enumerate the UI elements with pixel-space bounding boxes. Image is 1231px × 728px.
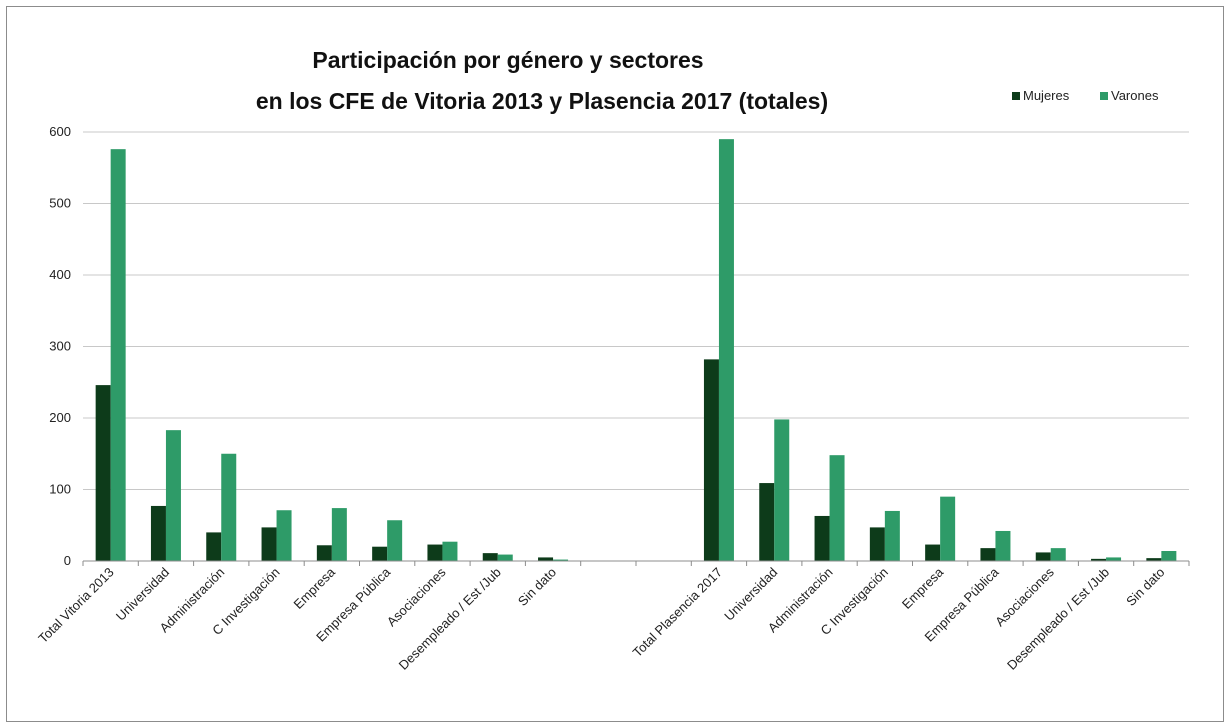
- bar-varones-1: [165, 430, 181, 561]
- bar-varones-8: [553, 559, 569, 561]
- bar-varones-4: [331, 508, 347, 561]
- bar-varones-0: [110, 149, 126, 561]
- bar-mujeres-14: [869, 527, 885, 561]
- chart-title-line-2: en los CFE de Vitoria 2013 y Plasencia 2…: [256, 88, 828, 114]
- bar-mujeres-1: [150, 505, 166, 561]
- legend-label-mujeres: Mujeres: [1023, 88, 1070, 103]
- bar-mujeres-17: [1035, 552, 1051, 561]
- y-tick-label: 600: [49, 124, 71, 139]
- y-tick-label: 100: [49, 482, 71, 497]
- x-tick-label: Sin dato: [515, 565, 559, 609]
- bars: [95, 139, 1177, 561]
- x-tick-label: Desempleado / Est /Jub: [1004, 565, 1112, 673]
- x-tick-label: Empresa: [899, 564, 947, 612]
- bar-varones-16: [995, 530, 1011, 561]
- x-tick-label: Sin dato: [1123, 565, 1167, 609]
- chart-title-line-1: Participación por género y sectores: [312, 47, 703, 73]
- bar-varones-19: [1161, 550, 1177, 561]
- bar-mujeres-5: [372, 546, 388, 561]
- bar-varones-11: [718, 139, 734, 561]
- bar-mujeres-18: [1091, 558, 1107, 561]
- y-tick-label: 200: [49, 410, 71, 425]
- bar-mujeres-0: [95, 385, 111, 561]
- y-tick-label: 500: [49, 196, 71, 211]
- bar-mujeres-15: [925, 544, 941, 561]
- bar-varones-3: [276, 510, 292, 561]
- legend-label-varones: Varones: [1111, 88, 1159, 103]
- bar-mujeres-6: [427, 544, 443, 561]
- chart-frame: 0 100 200 300 400 500 600 Total Vitoria 2013 Un…: [6, 6, 1224, 722]
- bar-varones-14: [884, 510, 900, 561]
- bar-varones-13: [829, 455, 845, 561]
- y-tick-label: 300: [49, 339, 71, 354]
- bar-varones-12: [774, 419, 790, 561]
- x-tick-label: Desempleado / Est /Jub: [396, 565, 504, 673]
- legend-swatch-varones: [1100, 92, 1108, 100]
- legend-swatch-mujeres: [1012, 92, 1020, 100]
- bar-mujeres-2: [206, 532, 222, 561]
- bar-varones-6: [442, 541, 458, 561]
- x-axis: [82, 560, 1190, 566]
- y-axis-ticks: 0 100 200 300 400 500 600: [49, 124, 71, 568]
- y-tick-label: 400: [49, 267, 71, 282]
- bar-mujeres-12: [759, 483, 775, 561]
- gridlines: [83, 131, 1189, 490]
- x-tick-label: Universidad: [721, 565, 780, 624]
- bar-varones-18: [1106, 557, 1122, 561]
- bar-mujeres-3: [261, 527, 277, 561]
- x-axis-tick-labels: Total Vitoria 2013UniversidadAdministrac…: [35, 564, 1167, 673]
- x-tick-label: Total Vitoria 2013: [35, 565, 116, 646]
- bar-mujeres-13: [814, 515, 830, 561]
- bar-mujeres-8: [538, 557, 554, 561]
- bar-varones-2: [221, 453, 237, 561]
- bar-varones-5: [387, 520, 403, 561]
- bar-mujeres-16: [980, 548, 996, 561]
- bar-varones-17: [1050, 548, 1066, 561]
- legend: Mujeres Varones: [1012, 88, 1159, 103]
- x-tick-label: Empresa: [291, 564, 339, 612]
- x-tick-label: Universidad: [113, 565, 172, 624]
- bar-mujeres-11: [703, 359, 719, 561]
- x-tick-label: Total Plasencia 2017: [630, 565, 725, 660]
- bar-mujeres-4: [316, 545, 332, 561]
- bar-mujeres-7: [482, 553, 498, 561]
- bar-varones-15: [940, 496, 956, 561]
- y-tick-label: 0: [64, 553, 71, 568]
- bar-mujeres-19: [1146, 558, 1162, 561]
- bar-varones-7: [497, 554, 513, 561]
